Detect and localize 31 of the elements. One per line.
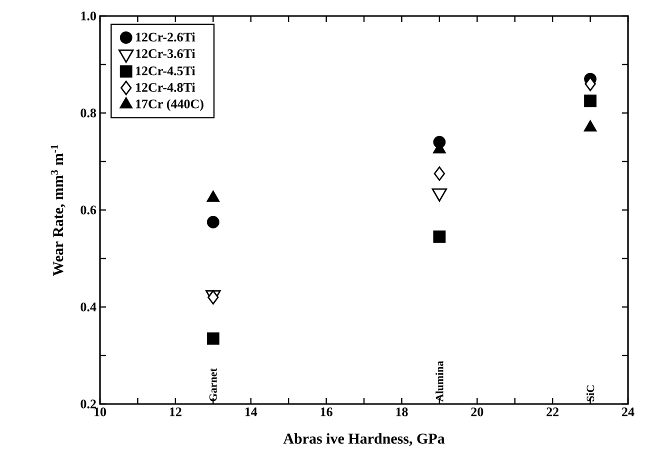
x-axis-title: Abras ive Hardness, GPa xyxy=(283,433,445,446)
x-tick-label: 16 xyxy=(320,408,332,416)
x-tick-label: 12 xyxy=(170,408,182,416)
annotation: Alumina xyxy=(436,361,444,402)
point xyxy=(206,190,220,202)
y-tick-label: 0.2 xyxy=(80,400,96,408)
point xyxy=(584,76,596,92)
x-tick-label: 18 xyxy=(396,408,408,416)
point xyxy=(433,230,446,243)
point xyxy=(584,120,597,132)
point xyxy=(434,166,446,181)
x-tick-label: 14 xyxy=(245,408,258,416)
legend-label: 12Cr-3.6Ti xyxy=(136,48,196,58)
y-tick-label: 1.0 xyxy=(81,12,96,20)
y-tick-label: 0.4 xyxy=(80,302,96,312)
point xyxy=(584,94,596,108)
annotation: SiC xyxy=(586,386,594,402)
x-tick-label: 22 xyxy=(546,408,559,416)
y-axis-title: Wear Rate, mm$^{3}$ m$^{-1}$ xyxy=(50,144,66,276)
legend-label: 17Cr (440C) xyxy=(136,99,204,111)
y-tick-label: 0.6 xyxy=(80,206,96,214)
point xyxy=(206,216,220,228)
y-tick-label: 0.8 xyxy=(80,108,96,118)
legend-label: 12Cr-4.8Ti xyxy=(136,82,196,92)
x-tick-label: 10 xyxy=(94,408,106,416)
legend-label: 12Cr-2.6Ti xyxy=(136,32,196,42)
legend-label: 12Cr-4.5Ti xyxy=(136,66,196,76)
x-tick-label: 20 xyxy=(471,408,484,416)
point xyxy=(206,332,220,345)
x-tick-label: 24 xyxy=(622,408,634,416)
annotation: Garnet xyxy=(209,368,217,402)
